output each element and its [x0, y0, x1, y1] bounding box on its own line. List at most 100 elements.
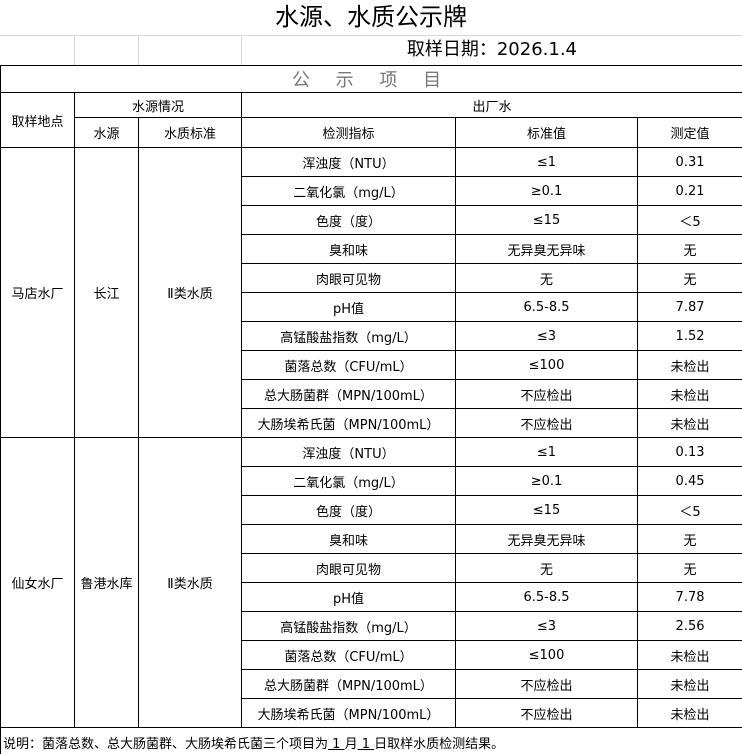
standard-value: ≤1: [455, 147, 638, 177]
measured-value: 未检出: [636, 350, 742, 380]
standard-value: 无: [455, 263, 638, 293]
note-suffix: 日取样水质检测结果。: [374, 736, 505, 752]
indicator: 大肠埃希氏菌（MPN/100mL）: [241, 698, 456, 728]
indicator: 臭和味: [241, 234, 456, 264]
standard-value: 不应检出: [455, 408, 638, 438]
water-source: 鲁港水库: [74, 437, 139, 728]
gridline: [74, 35, 75, 65]
indicator: 肉眼可见物: [241, 263, 456, 293]
standard-value: ≤100: [455, 640, 638, 670]
standard-value: 不应检出: [455, 379, 638, 409]
header-source: 水源: [74, 117, 139, 148]
measured-value: 0.21: [636, 176, 742, 206]
standard-value: ≤3: [455, 611, 638, 641]
table-row: 色度（度） ≤15 ＜5: [1, 205, 742, 235]
standard-value: 无异臭无异味: [455, 524, 638, 554]
measured-value: 无: [636, 234, 742, 264]
indicator: pH值: [241, 292, 456, 322]
measured-value: 未检出: [636, 640, 742, 670]
indicator: 臭和味: [241, 524, 456, 554]
indicator: 色度（度）: [241, 205, 456, 235]
indicator: 菌落总数（CFU/mL）: [241, 640, 456, 670]
note-day: 1: [357, 736, 375, 752]
plant-name: 马店水厂: [0, 147, 75, 438]
measured-value: 无: [636, 553, 742, 583]
note-prefix: 说明：菌落总数、总大肠菌群、大肠埃希氏菌三个项目为: [3, 736, 329, 752]
measured-value: 未检出: [636, 698, 742, 728]
measured-value: 0.31: [636, 147, 742, 177]
measured-value: ＜5: [636, 205, 742, 235]
table-row: 二氧化氯（mg/L） ≥0.1 0.45: [1, 466, 742, 496]
standard-value: ≥0.1: [455, 176, 638, 206]
standard-value: ≤1: [455, 437, 638, 467]
standard-value: 不应检出: [455, 669, 638, 699]
results-table: 公 示 项 目 取样地点 水源情况 出厂水 水源 水质标准 检测指标 标准值 测…: [0, 65, 742, 754]
standard-value: 6.5-8.5: [455, 582, 638, 612]
measured-value: 未检出: [636, 669, 742, 699]
indicator: 肉眼可见物: [241, 553, 456, 583]
indicator: 高锰酸盐指数（mg/L）: [241, 321, 456, 351]
standard-value: ≥0.1: [455, 466, 638, 496]
gridline: [241, 35, 242, 65]
measured-value: 无: [636, 263, 742, 293]
indicator: 二氧化氯（mg/L）: [241, 466, 456, 496]
table-row: 肉眼可见物无无: [1, 263, 742, 293]
standard-value: ≤15: [455, 205, 638, 235]
date-row: 取样日期：2026.1.4: [0, 35, 742, 65]
measured-value: 1.52: [636, 321, 742, 351]
gridline: [138, 35, 139, 65]
indicator: 高锰酸盐指数（mg/L）: [241, 611, 456, 641]
header-measured: 测定值: [636, 117, 742, 148]
indicator: 浑浊度（NTU）: [241, 147, 456, 177]
page-title: 水源、水质公示牌: [0, 0, 742, 36]
table-row: 臭和味 无异臭无异味无: [1, 234, 742, 264]
table-row: 色度（度） ≤15 ＜5: [1, 495, 742, 525]
table-row: 马店水厂 长江 Ⅱ类水质 浑浊度（NTU） ≤1 0.31: [0, 147, 742, 438]
table-row: pH值 6.5-8.5 7.87: [1, 292, 742, 322]
table-row: 大肠埃希氏菌（MPN/100mL） 不应检出 未检出: [1, 408, 742, 438]
indicator: 菌落总数（CFU/mL）: [241, 350, 456, 380]
note: 说明：菌落总数、总大肠菌群、大肠埃希氏菌三个项目为 1 月 1 日取样水质检测结…: [0, 727, 742, 754]
standard-value: 6.5-8.5: [455, 292, 638, 322]
indicator: 总大肠菌群（MPN/100mL）: [241, 379, 456, 409]
indicator: 大肠埃希氏菌（MPN/100mL）: [241, 408, 456, 438]
measured-value: 未检出: [636, 379, 742, 409]
table-row: 总大肠菌群（MPN/100mL） 不应检出 未检出: [1, 379, 742, 409]
header-location: 取样地点: [0, 92, 75, 148]
measured-value: 7.78: [636, 582, 742, 612]
standard-value: ≤100: [455, 350, 638, 380]
sample-date: 取样日期：2026.1.4: [406, 39, 577, 60]
table-row: 菌落总数（CFU/mL） ≤100 未检出: [1, 350, 742, 380]
measured-value: 无: [636, 524, 742, 554]
table-row: 大肠埃希氏菌（MPN/100mL） 不应检出 未检出: [1, 698, 742, 728]
header-source-group: 水源情况: [74, 92, 242, 118]
table-row: 高锰酸盐指数（mg/L） ≤3 2.56: [1, 611, 742, 641]
plant-name: 仙女水厂: [0, 437, 75, 728]
standard-value: 不应检出: [455, 698, 638, 728]
standard-value: 无异臭无异味: [455, 234, 638, 264]
measured-value: 0.45: [636, 466, 742, 496]
water-standard: Ⅱ类水质: [138, 437, 242, 728]
table-row: 高锰酸盐指数（mg/L） ≤3 1.52: [1, 321, 742, 351]
measured-value: 2.56: [636, 611, 742, 641]
measured-value: 未检出: [636, 408, 742, 438]
indicator: 二氧化氯（mg/L）: [241, 176, 456, 206]
header-output-group: 出厂水: [240, 92, 742, 118]
water-standard: Ⅱ类水质: [138, 147, 242, 438]
standard-value: ≤15: [455, 495, 638, 525]
note-month-label: 月: [344, 736, 358, 752]
header-standard: 水质标准: [138, 117, 242, 148]
section-title: 公 示 项 目: [0, 65, 742, 93]
indicator: pH值: [241, 582, 456, 612]
water-source: 长江: [74, 147, 139, 438]
header-std-value: 标准值: [455, 117, 638, 148]
measured-value: 7.87: [636, 292, 742, 322]
measured-value: 0.13: [636, 437, 742, 467]
standard-value: ≤3: [455, 321, 638, 351]
measured-value: ＜5: [636, 495, 742, 525]
indicator: 总大肠菌群（MPN/100mL）: [241, 669, 456, 699]
indicator: 色度（度）: [241, 495, 456, 525]
standard-value: 无: [455, 553, 638, 583]
indicator: 浑浊度（NTU）: [241, 437, 456, 467]
